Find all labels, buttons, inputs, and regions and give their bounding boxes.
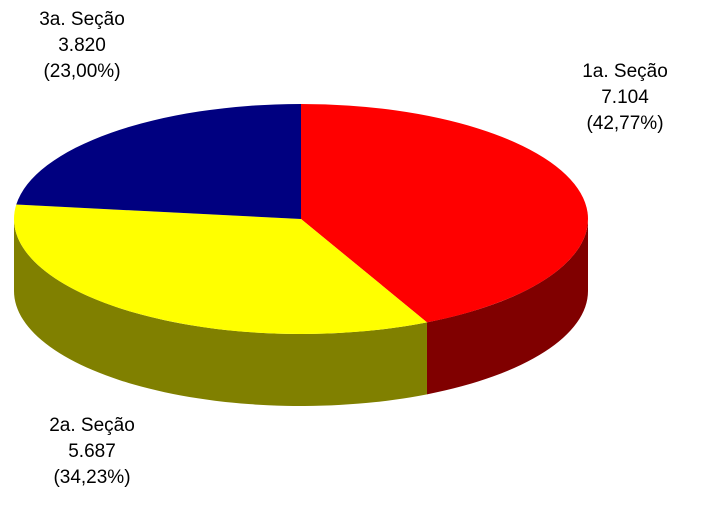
slice-percent: (23,00%) <box>43 61 121 82</box>
pie-side-group <box>14 219 588 407</box>
pie-slice-3a-se-o <box>16 104 302 219</box>
pie-side-1a-se-o <box>426 219 588 395</box>
pie-top-group <box>13 104 589 335</box>
slice-percent: (42,77%) <box>586 113 664 134</box>
slice-percent: (34,23%) <box>53 467 131 488</box>
pie-slice-2a-se-o <box>13 204 427 335</box>
slice-label-3a-secao: 3a. Seção 3.820 (23,00%) <box>12 7 152 85</box>
slice-value: 7.104 <box>601 87 649 108</box>
slice-name: 1a. Seção <box>582 61 668 82</box>
pie-side-2a-se-o <box>14 219 427 407</box>
slice-label-2a-secao: 2a. Seção 5.687 (34,23%) <box>22 413 162 491</box>
pie-slice-1a-se-o <box>301 104 589 323</box>
slice-name: 3a. Seção <box>39 9 125 30</box>
slice-value: 3.820 <box>58 35 106 56</box>
slice-name: 2a. Seção <box>49 415 135 436</box>
slice-value: 5.687 <box>68 441 116 462</box>
slice-label-1a-secao: 1a. Seção 7.104 (42,77%) <box>555 59 695 137</box>
